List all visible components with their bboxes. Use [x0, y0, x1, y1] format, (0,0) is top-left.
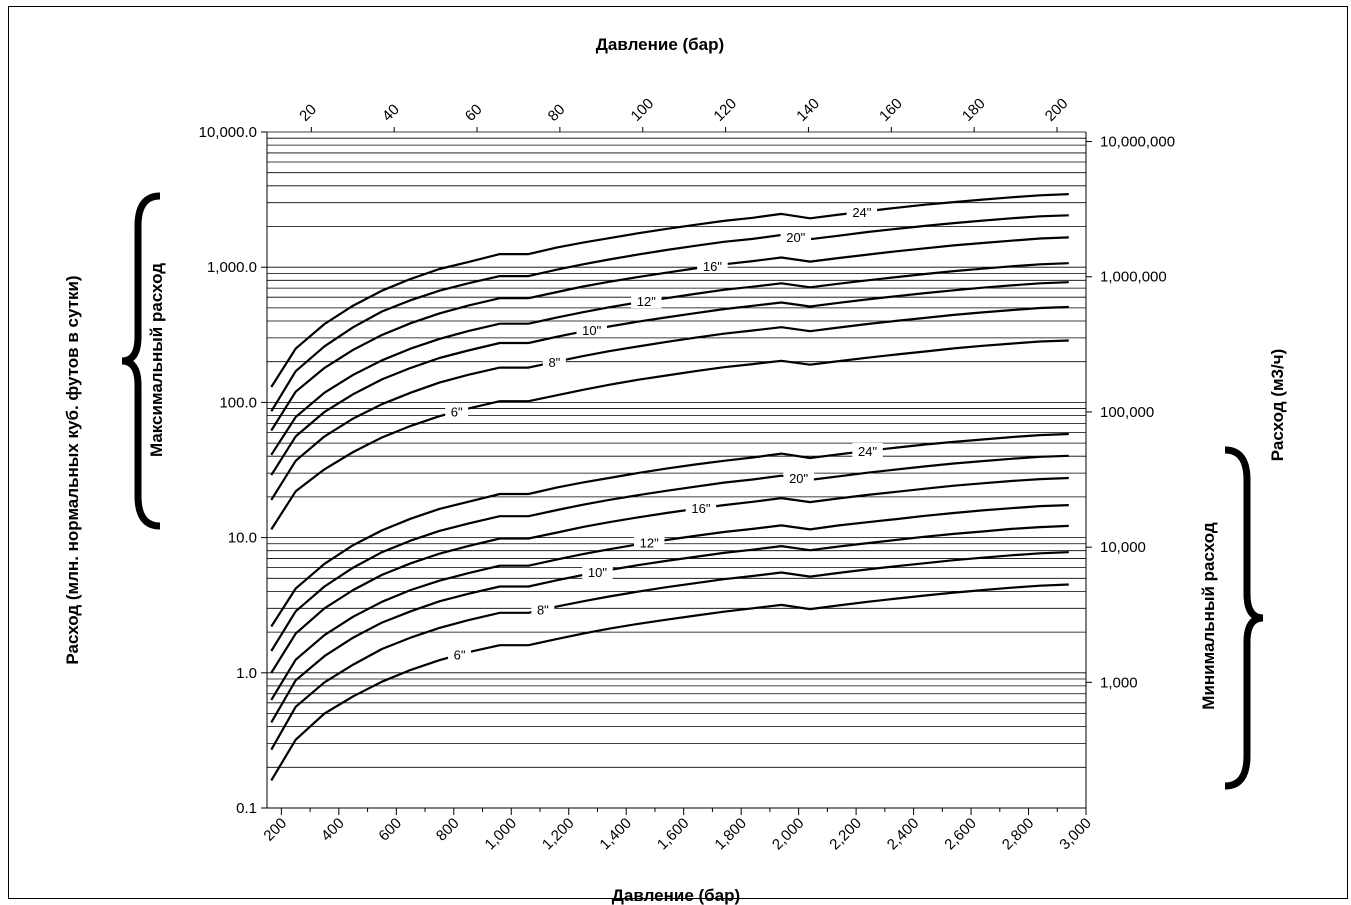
- series-label: 8": [548, 355, 560, 370]
- series-line-max-20in: [270, 214, 1069, 412]
- series-label: 20": [789, 471, 808, 486]
- top-axis-title: Давление (бар): [596, 35, 724, 54]
- max-flow-bracket-label: Максимальный расход: [147, 263, 166, 457]
- right-tick-label: 1,000: [1100, 674, 1138, 691]
- series-label-background: [542, 354, 566, 370]
- series-label: 12": [640, 536, 659, 551]
- series-label-background: [783, 470, 814, 486]
- right-tick-label: 10,000: [1100, 539, 1146, 556]
- x-tick-label: 800: [433, 815, 463, 845]
- series-label: 10": [588, 565, 607, 580]
- brackets: [121, 192, 1264, 790]
- series-label-background: [582, 564, 613, 580]
- series-lines: 24" 20" 16" 12" 10" 8" 6" 24" 20" 16" 12" 10" 8" 6": [270, 193, 1069, 781]
- min-flow-bracket: [1224, 446, 1264, 790]
- series-line-max-10in: [270, 281, 1069, 476]
- series-label-background: [685, 500, 717, 516]
- y-tick-label: 0.1: [236, 800, 257, 817]
- series-line-max-24in: [270, 193, 1069, 388]
- top-tick-label: 160: [876, 95, 906, 125]
- x-tick-label: 1,000: [482, 815, 521, 854]
- series-label: 6": [454, 648, 466, 663]
- series-line-min-8in: [270, 551, 1069, 751]
- y-tick-label: 100.0: [219, 394, 257, 411]
- series-label-background: [445, 403, 469, 419]
- min-flow-bracket-label: Минимальный расход: [1199, 522, 1218, 710]
- x-tick-label: 1,200: [539, 815, 578, 854]
- series-label-background: [631, 293, 662, 309]
- x-tick-label: 600: [375, 815, 405, 845]
- x-tick-label: 2,400: [884, 815, 923, 854]
- series-label-background: [531, 601, 555, 617]
- x-tick-label: 1,400: [596, 815, 635, 854]
- y-tick-label: 1,000.0: [207, 259, 257, 276]
- x-tick-label: 400: [318, 815, 348, 845]
- y-tick-label: 1.0: [236, 665, 257, 682]
- top-tick-label: 140: [793, 95, 823, 125]
- x-tick-label: 200: [260, 815, 290, 845]
- series-label: 10": [582, 323, 601, 338]
- top-tick-label: 200: [1042, 95, 1072, 125]
- x-tick-label: 3,000: [1056, 815, 1095, 854]
- y-tick-label: 10,000.0: [199, 124, 257, 141]
- series-label: 6": [451, 405, 463, 420]
- series-line-max-12in: [270, 262, 1069, 456]
- series-label: 16": [691, 501, 710, 516]
- series-line-min-20in: [270, 454, 1069, 652]
- series-label-background: [448, 646, 472, 662]
- series-line-max-8in: [270, 305, 1069, 501]
- x-tick-label: 1,800: [711, 815, 750, 854]
- top-tick-label: 180: [959, 95, 989, 125]
- right-tick-label: 100,000: [1100, 404, 1154, 421]
- series-line-min-16in: [270, 476, 1069, 674]
- series-label-background: [846, 203, 878, 219]
- grid-lines: [267, 131, 1086, 809]
- top-tick-label: 120: [710, 95, 740, 125]
- top-tick-label: 80: [545, 101, 569, 125]
- series-label-background: [633, 534, 665, 550]
- max-flow-bracket: [121, 192, 161, 530]
- left-axis-title: Расход (млн. нормальных куб. футов в сут…: [63, 275, 82, 664]
- x-tick-label: 2,200: [826, 815, 865, 854]
- x-tick-label: 2,600: [941, 815, 980, 854]
- chart-frame: [8, 6, 1348, 899]
- series-line-max-16in: [270, 236, 1069, 432]
- x-tick-label: 2,800: [999, 815, 1038, 854]
- series-line-min-6in: [270, 583, 1069, 781]
- series-label: 20": [786, 230, 805, 245]
- series-label-background: [576, 321, 607, 337]
- top-tick-label: 20: [296, 101, 320, 125]
- series-label: 24": [852, 205, 871, 220]
- series-label-background: [697, 257, 728, 273]
- x-tick-label: 2,000: [769, 815, 808, 854]
- x-tick-label: 1,600: [654, 815, 693, 854]
- right-tick-label: 10,000,000: [1100, 134, 1175, 151]
- series-label: 12": [637, 294, 656, 309]
- top-tick-label: 60: [462, 101, 486, 125]
- series-line-max-6in: [270, 339, 1069, 530]
- right-axis-title: Расход (м3/ч): [1268, 349, 1287, 461]
- series-label-background: [780, 229, 812, 245]
- top-tick-label: 100: [628, 95, 658, 125]
- series-line-min-24in: [270, 432, 1069, 628]
- series-label-background: [852, 442, 883, 458]
- series-label: 8": [537, 603, 549, 618]
- series-label: 16": [703, 259, 722, 274]
- axes: 0.1 1.0 10.0 100.0 1,000.0 10,000.0 1,000 10,00…: [199, 95, 1175, 853]
- series-label: 24": [858, 444, 877, 459]
- series-line-min-10in: [270, 524, 1069, 723]
- y-tick-label: 10.0: [228, 530, 257, 547]
- right-tick-label: 1,000,000: [1100, 269, 1167, 286]
- series-line-min-12in: [270, 504, 1069, 701]
- top-tick-label: 40: [379, 101, 403, 125]
- bottom-axis-title: Давление (бар): [612, 886, 740, 905]
